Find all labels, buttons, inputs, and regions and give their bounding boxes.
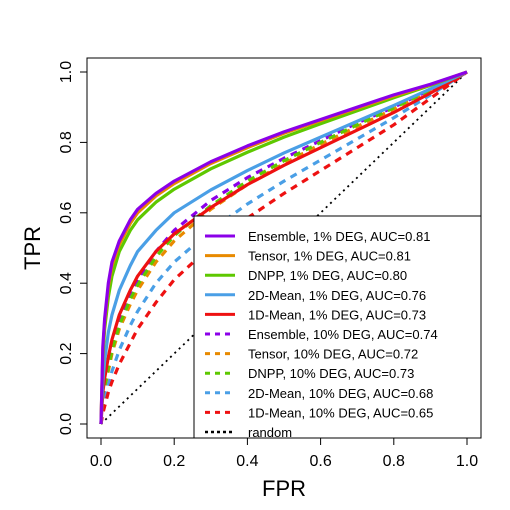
y-tick-label-3: 0.6 [58,202,75,224]
legend-label-8: 2D-Mean, 10% DEG, AUC=0.68 [248,386,433,401]
legend-label-2: DNPP, 1% DEG, AUC=0.80 [248,268,407,283]
curves-layer [99,70,468,425]
series-line-0 [99,70,468,425]
x-tick-label-3: 0.6 [309,453,331,470]
y-axis-title: TPR [20,226,45,270]
legend-label-6: Tensor, 10% DEG, AUC=0.72 [248,347,418,362]
series-line-8 [99,70,468,425]
series-line-4 [99,70,468,425]
series-line-7 [99,70,468,425]
legend-label-10: random [248,425,292,440]
y-tick-label-1: 0.2 [58,342,75,364]
legend-label-7: DNPP, 10% DEG, AUC=0.73 [248,366,414,381]
legend-label-4: 1D-Mean, 1% DEG, AUC=0.73 [248,307,426,322]
x-tick-label-1: 0.2 [163,453,185,470]
legend: Ensemble, 1% DEG, AUC=0.81 Tensor, 1% DEG… [193,215,482,440]
legend-label-3: 2D-Mean, 1% DEG, AUC=0.76 [248,288,426,303]
x-axis-title: FPR [262,476,306,501]
y-tick-label-4: 0.8 [58,131,75,153]
x-tick-label-2: 0.4 [236,453,258,470]
series-line-3 [99,70,468,425]
x-tick-label-4: 0.8 [383,453,405,470]
y-tick-label-2: 0.4 [58,272,75,294]
x-tick-label-0: 0.0 [90,453,112,470]
legend-label-5: Ensemble, 10% DEG, AUC=0.74 [248,327,438,342]
y-tick-label-5: 1.0 [58,61,75,83]
legend-label-0: Ensemble, 1% DEG, AUC=0.81 [248,229,430,244]
legend-label-1: Tensor, 1% DEG, AUC=0.81 [248,249,411,264]
series-line-9 [99,70,468,425]
series-line-6 [99,70,468,425]
legend-label-9: 1D-Mean, 10% DEG, AUC=0.65 [248,405,433,420]
x-tick-label-5: 1.0 [456,453,478,470]
y-tick-label-0: 0.0 [58,413,75,435]
legend-box [193,215,482,439]
